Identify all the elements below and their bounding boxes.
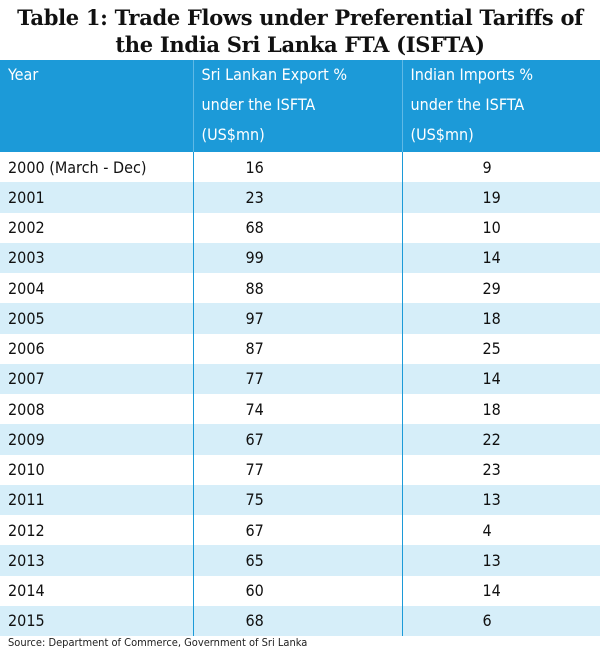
table-cell: 68 [192,605,402,636]
table-cell: 2001 [0,182,193,213]
table-cell: 67 [192,424,402,455]
table-cell: 99 [192,242,402,273]
table-cell: 14 [401,363,600,394]
table-row: 2009 67 22 [0,424,600,455]
table-cell: 2003 [0,242,193,273]
table-row: 2013 65 13 [0,545,600,576]
title-line: the India Sri Lanka FTA (ISFTA) [115,32,485,57]
table-cell: 60 [192,575,402,606]
header-row: Year Sri Lankan Export % under the ISFTA (U… [0,60,600,152]
table-row: 2007 77 14 [0,363,600,394]
table-cell: 23 [401,454,600,485]
table-cell: 13 [401,484,600,515]
table-row: 2014 60 14 [0,575,600,606]
table-cell: 14 [401,575,600,606]
table-cell: 97 [192,303,402,334]
table-cell: 87 [192,333,402,364]
table-cell: 74 [192,394,402,425]
title-line: Table 1: Trade Flows under Preferential … [17,5,583,30]
table-row: 2011 75 13 [0,484,600,515]
table-cell: 2009 [0,424,193,455]
header-line: Sri Lankan Export % [201,65,348,84]
table-row: 2001 23 19 [0,182,600,213]
table-cell: 75 [192,484,402,515]
table-row: 2008 74 18 [0,394,600,425]
table-cell: 68 [192,212,402,243]
table-cell: 2006 [8,339,45,359]
table-cell: 2014 [8,581,45,601]
table-row: 2002 68 10 [0,212,600,243]
table-cell: 25 [401,333,600,364]
table-row: 2000 (March - Dec) 16 9 [0,152,600,183]
table-cell: 2012 [8,520,45,540]
table-cell: 65 [192,545,402,576]
table-row: 2015 68 6 [0,605,600,636]
header-line: (US$mn) [410,125,474,144]
table: Year Sri Lankan Export % under the ISFTA (U… [0,60,600,636]
table-cell: 2005 [0,303,193,334]
header-line: Indian Imports % [410,65,534,84]
table-cell: 6 [401,605,600,636]
table-cell: 22 [401,424,600,455]
table-row: 2005 97 18 [0,303,600,334]
table-cell: 18 [401,303,600,334]
table-cell: 23 [192,182,402,213]
table-cell: 13 [401,545,600,576]
header-line: Year [8,65,39,84]
table-cell: 2011 [0,484,193,515]
table-cell: 9 [401,152,600,183]
table-cell: 2004 [8,278,45,298]
header-line: under the ISFTA [410,95,525,114]
table-cell: 2013 [0,545,193,576]
table-cell: 14 [401,242,600,273]
table-cell: 2010 [8,460,45,480]
table-cell: 2008 [8,399,45,419]
table-cell: 88 [192,273,402,304]
header-cell: Indian Imports % under the ISFTA (US$mn) [401,60,600,152]
table-cell: 77 [192,363,402,394]
table-row: 2006 87 25 [0,333,600,364]
table-cell: 67 [192,515,402,546]
table-cell: 16 [192,152,402,183]
table-row: 2010 77 23 [0,454,600,485]
table-row: 2012 67 4 [0,515,600,546]
table-cell: 2002 [8,218,45,238]
source: Source: Department of Commerce, Governme… [8,636,308,649]
table-row: 2003 99 14 [0,242,600,273]
table-cell: 10 [401,212,600,243]
table-cell: 77 [192,454,402,485]
header-cell: Sri Lankan Export % under the ISFTA (US$mn… [192,60,402,152]
header-line: (US$mn) [201,125,265,144]
table-body: 2000 (March - Dec) 16 9 2001 23 19 2002 68 10 200… [0,152,600,636]
header-line: under the ISFTA [201,95,316,114]
title: Table 1: Trade Flows under Preferential … [0,4,600,58]
table-cell: 19 [401,182,600,213]
header-cell: Year [0,60,193,152]
table-cell: 2000 (March - Dec) [8,157,147,177]
table-cell: 2015 [0,605,193,636]
table-row: 2004 88 29 [0,273,600,304]
table-cell: 4 [401,515,600,546]
table-cell: 29 [401,273,600,304]
table-cell: 2007 [0,363,193,394]
table-cell: 18 [401,394,600,425]
